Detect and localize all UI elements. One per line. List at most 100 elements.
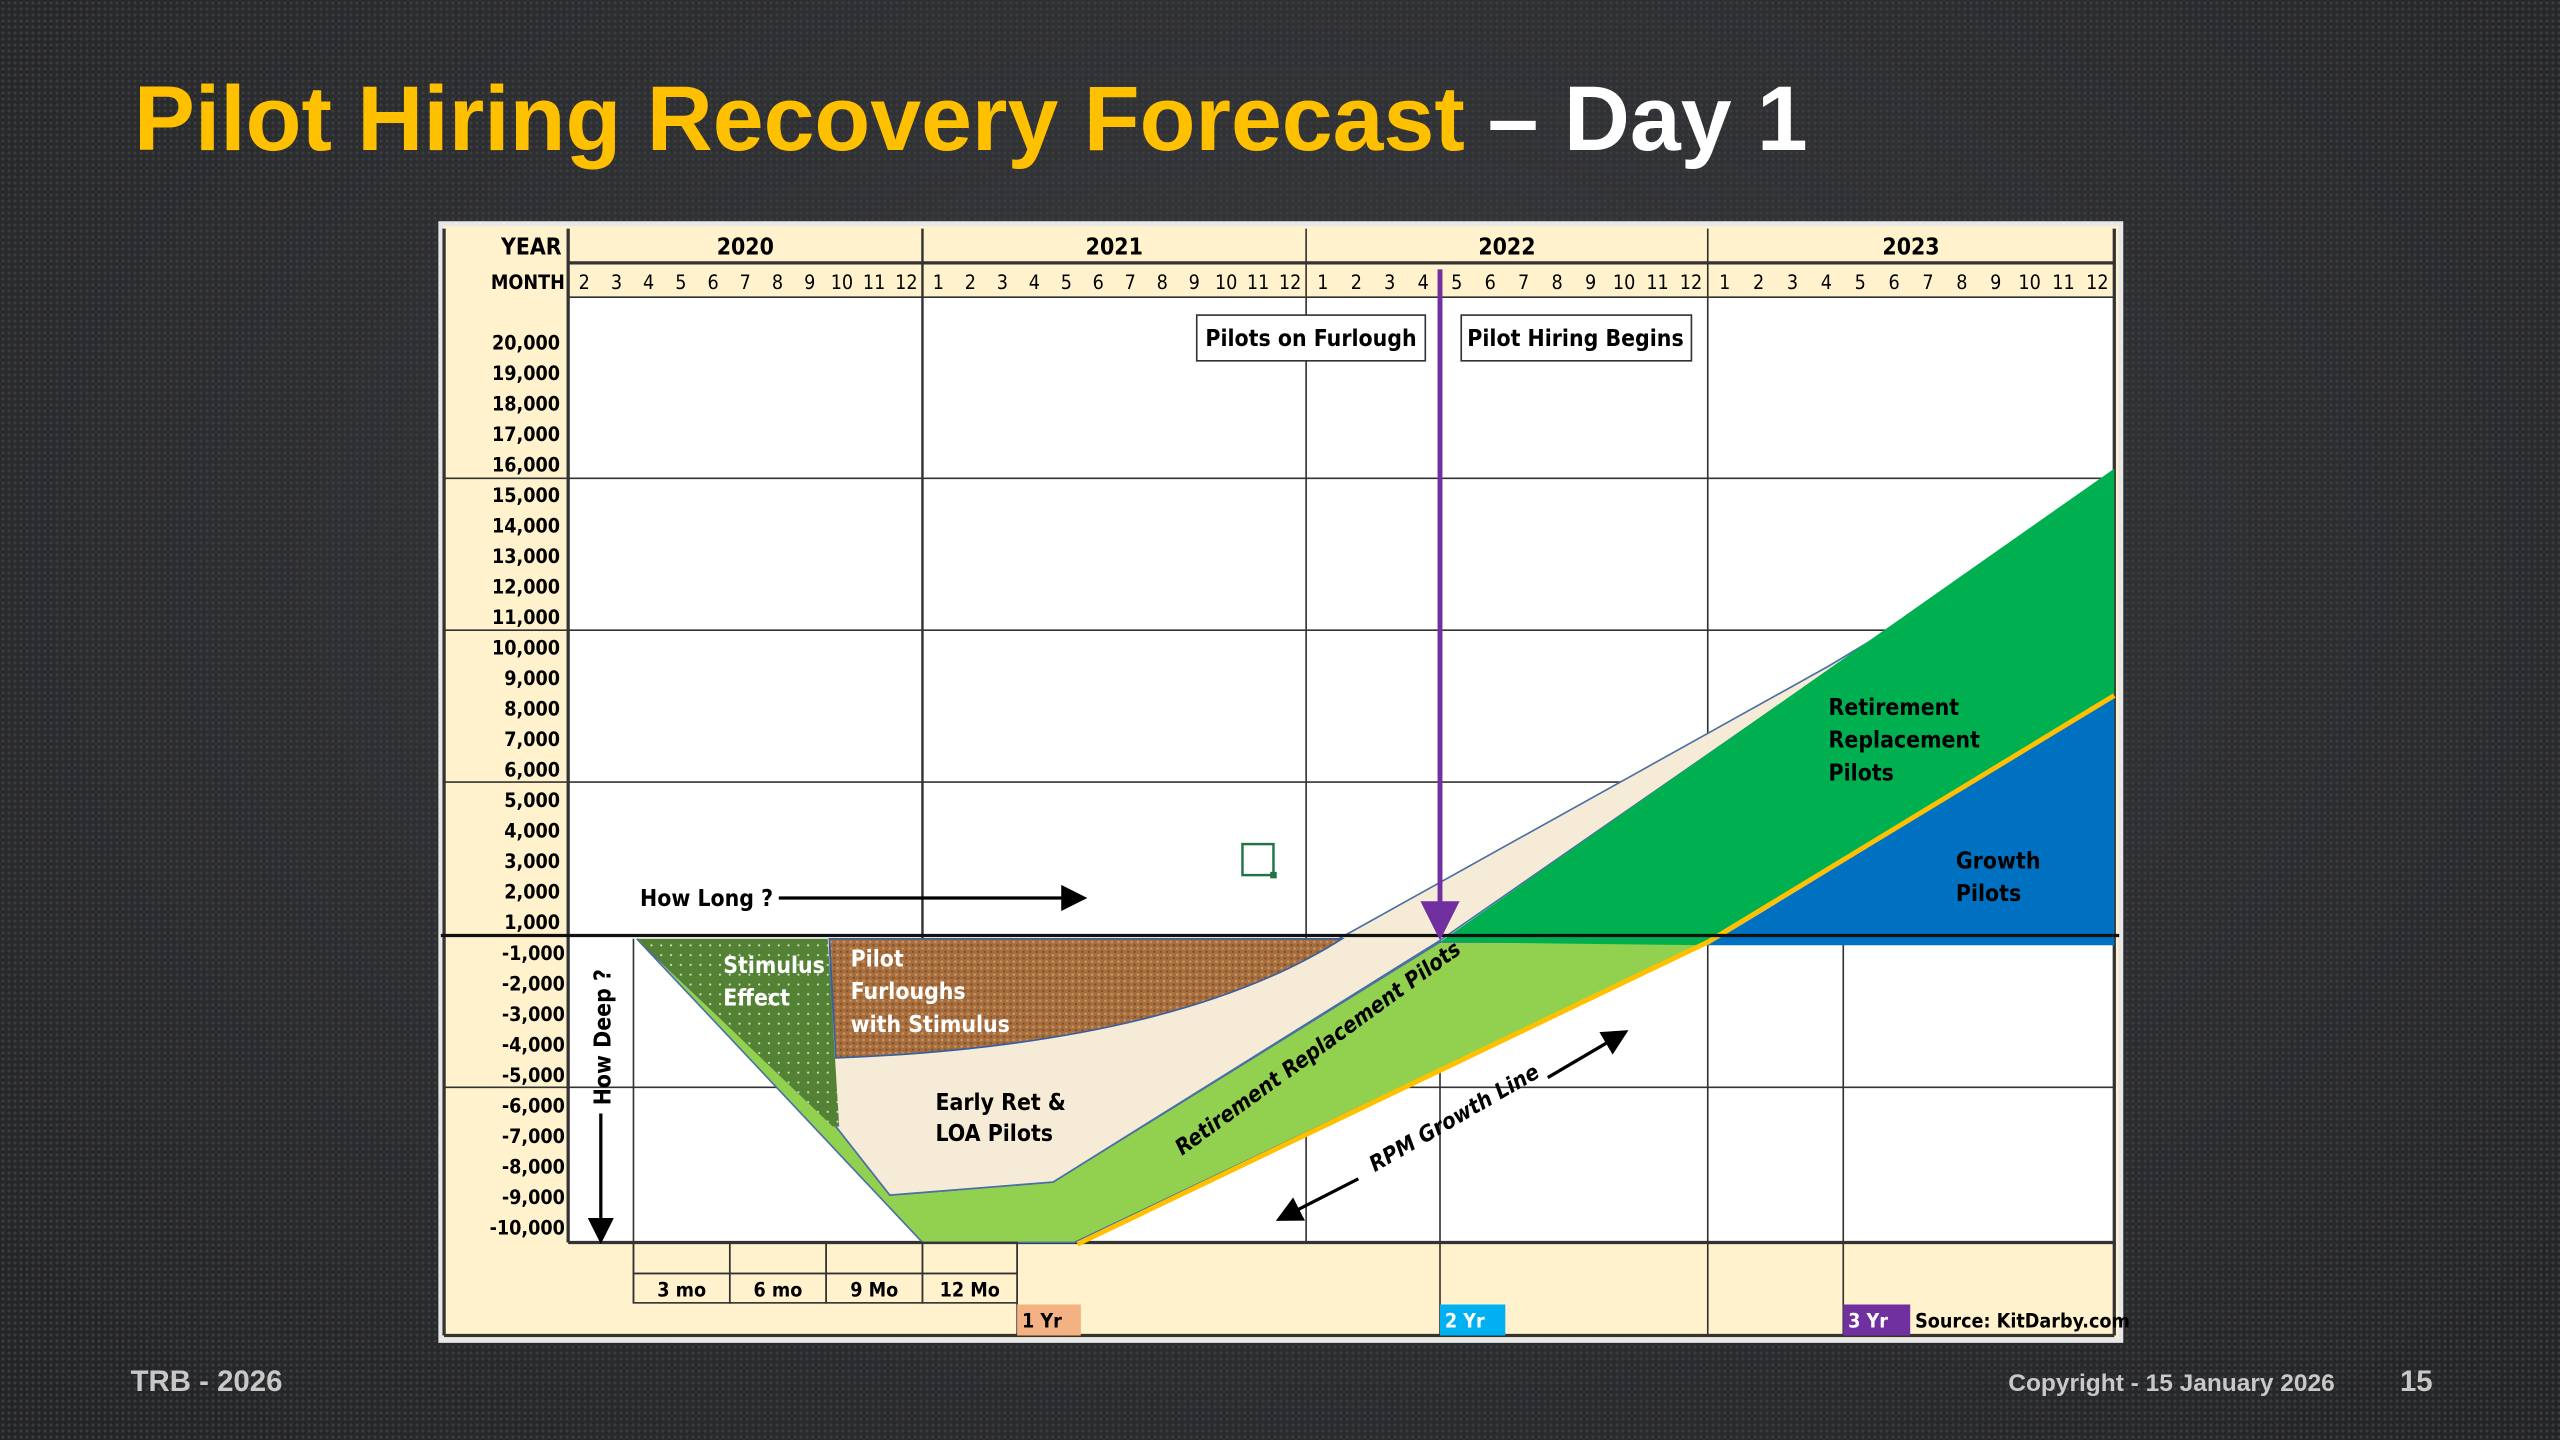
- month-label: 2: [1351, 271, 1362, 294]
- early-retirement-area: [828, 636, 1879, 1196]
- month-label: 9: [804, 271, 815, 294]
- milestone-3yr-label: 3 Yr: [1848, 1309, 1888, 1332]
- month-label: 4: [1821, 271, 1832, 294]
- month-label: 8: [1552, 271, 1563, 294]
- y-tick-label: 2,000: [504, 880, 560, 903]
- milestone-1yr-label: 1 Yr: [1022, 1309, 1062, 1332]
- month-label: 2: [965, 271, 976, 294]
- chart: Stimulus Effect Pilot Furloughs with Sti…: [438, 221, 2130, 1343]
- furlough-label-3: with Stimulus: [851, 1012, 1010, 1038]
- y-tick-label: 9,000: [504, 667, 560, 690]
- rpm-arrow-up: [1546, 1030, 1629, 1079]
- rrp-label-2: Replacement: [1829, 728, 1981, 754]
- month-label: 12: [2086, 271, 2108, 294]
- footer-left: TRB - 2026: [131, 1365, 283, 1398]
- month-label: 12: [1680, 271, 1702, 294]
- month-label: 5: [1855, 271, 1866, 294]
- month-label: 8: [1157, 271, 1168, 294]
- title-main: Pilot Hiring Recovery Forecast: [134, 68, 1465, 170]
- month-label: 2: [579, 271, 590, 294]
- y-tick-label: -7,000: [502, 1125, 565, 1148]
- month-label: 10: [2018, 271, 2040, 294]
- month-label: 6: [707, 271, 718, 294]
- y-tick-label: 6,000: [504, 758, 560, 781]
- pilot-hiring-begins-label: Pilot Hiring Begins: [1467, 326, 1683, 352]
- furlough-label: Pilot: [851, 947, 904, 973]
- y-tick-label: 1,000: [504, 911, 560, 934]
- month-label: 11: [1247, 271, 1269, 294]
- duration-cell: [921, 1272, 1018, 1304]
- month-label: 11: [863, 271, 885, 294]
- month-label: 2: [1753, 271, 1764, 294]
- month-label: 8: [772, 271, 783, 294]
- slide-title: Pilot Hiring Recovery Forecast – Day 1: [134, 68, 1808, 170]
- y-tick-label: 12,000: [492, 575, 560, 598]
- y-tick-label: 15,000: [492, 484, 560, 507]
- rpm-arrow-down: [1275, 1177, 1360, 1221]
- y-tick-label: 7,000: [504, 728, 560, 751]
- how-long-label: How Long ?: [640, 886, 773, 912]
- month-label: 11: [2052, 271, 2074, 294]
- month-label: 6: [1093, 271, 1104, 294]
- y-tick-label: 18,000: [492, 392, 560, 415]
- month-label: 10: [831, 271, 853, 294]
- early-ret-label: Early Ret &: [936, 1090, 1066, 1116]
- month-label: 12: [895, 271, 917, 294]
- pilot-hiring-begins-box: [1460, 314, 1693, 362]
- month-label: 3: [1384, 271, 1395, 294]
- selection-handle-dot: [1270, 871, 1277, 879]
- early-ret-label-2: LOA Pilots: [936, 1121, 1054, 1147]
- month-label: 10: [1613, 271, 1635, 294]
- y-tick-label: -1,000: [502, 942, 565, 965]
- year-label-2023: 2023: [1882, 235, 1939, 261]
- year-label-2021: 2021: [1086, 235, 1143, 261]
- month-label: 7: [1518, 271, 1529, 294]
- month-label: 7: [740, 271, 751, 294]
- milestone-2yr: [1440, 1304, 1506, 1336]
- stimulus-label: Stimulus: [723, 953, 825, 979]
- month-label: 7: [1125, 271, 1136, 294]
- growth-label-2: Pilots: [1956, 881, 2021, 907]
- milestone-1yr: [1017, 1304, 1081, 1336]
- month-label: 6: [1485, 271, 1496, 294]
- y-tick-label: 19,000: [492, 362, 560, 385]
- y-tick-label: 16,000: [492, 453, 560, 476]
- duration-label: 6 mo: [754, 1278, 803, 1301]
- y-tick-label: -3,000: [502, 1003, 565, 1026]
- month-label: 5: [675, 271, 686, 294]
- y-tick-label: 10,000: [492, 636, 560, 659]
- month-label: 9: [1990, 271, 2001, 294]
- milestone-3yr: [1843, 1304, 1911, 1336]
- month-label: 1: [933, 271, 944, 294]
- y-tick-label: 17,000: [492, 423, 560, 446]
- month-label: 1: [1317, 271, 1328, 294]
- duration-label: 3 mo: [657, 1278, 706, 1301]
- month-label: 1: [1719, 271, 1730, 294]
- title-suffix: – Day 1: [1488, 68, 1808, 170]
- duration-label: 12 Mo: [940, 1278, 1000, 1301]
- month-label: 11: [1646, 271, 1668, 294]
- month-label: 4: [1029, 271, 1040, 294]
- how-deep-label: How Deep ?: [591, 969, 617, 1105]
- month-label: 8: [1956, 271, 1967, 294]
- y-tick-label: 13,000: [492, 545, 560, 568]
- month-label: 3: [1787, 271, 1798, 294]
- duration-label: 9 Mo: [850, 1278, 898, 1301]
- month-label: 5: [1451, 271, 1462, 294]
- y-tick-label: -9,000: [502, 1186, 565, 1209]
- year-label-2022: 2022: [1478, 235, 1535, 261]
- y-tick-label: 11,000: [492, 606, 560, 629]
- y-tick-label: 5,000: [504, 789, 560, 812]
- y-tick-label: -8,000: [502, 1155, 565, 1178]
- y-tick-label: -5,000: [502, 1064, 565, 1087]
- month-label: 3: [997, 271, 1008, 294]
- y-tick-label: -6,000: [502, 1094, 565, 1117]
- month-label: 4: [1418, 271, 1429, 294]
- footer-copyright: Copyright - 15 January 2026: [2008, 1370, 2334, 1397]
- rrp-label: Retirement: [1829, 695, 1960, 721]
- selection-handle-icon[interactable]: [1241, 842, 1275, 877]
- y-tick-label: 3,000: [504, 850, 560, 873]
- year-header: YEAR: [500, 235, 562, 261]
- y-tick-label: 8,000: [504, 697, 560, 720]
- month-label: 4: [643, 271, 654, 294]
